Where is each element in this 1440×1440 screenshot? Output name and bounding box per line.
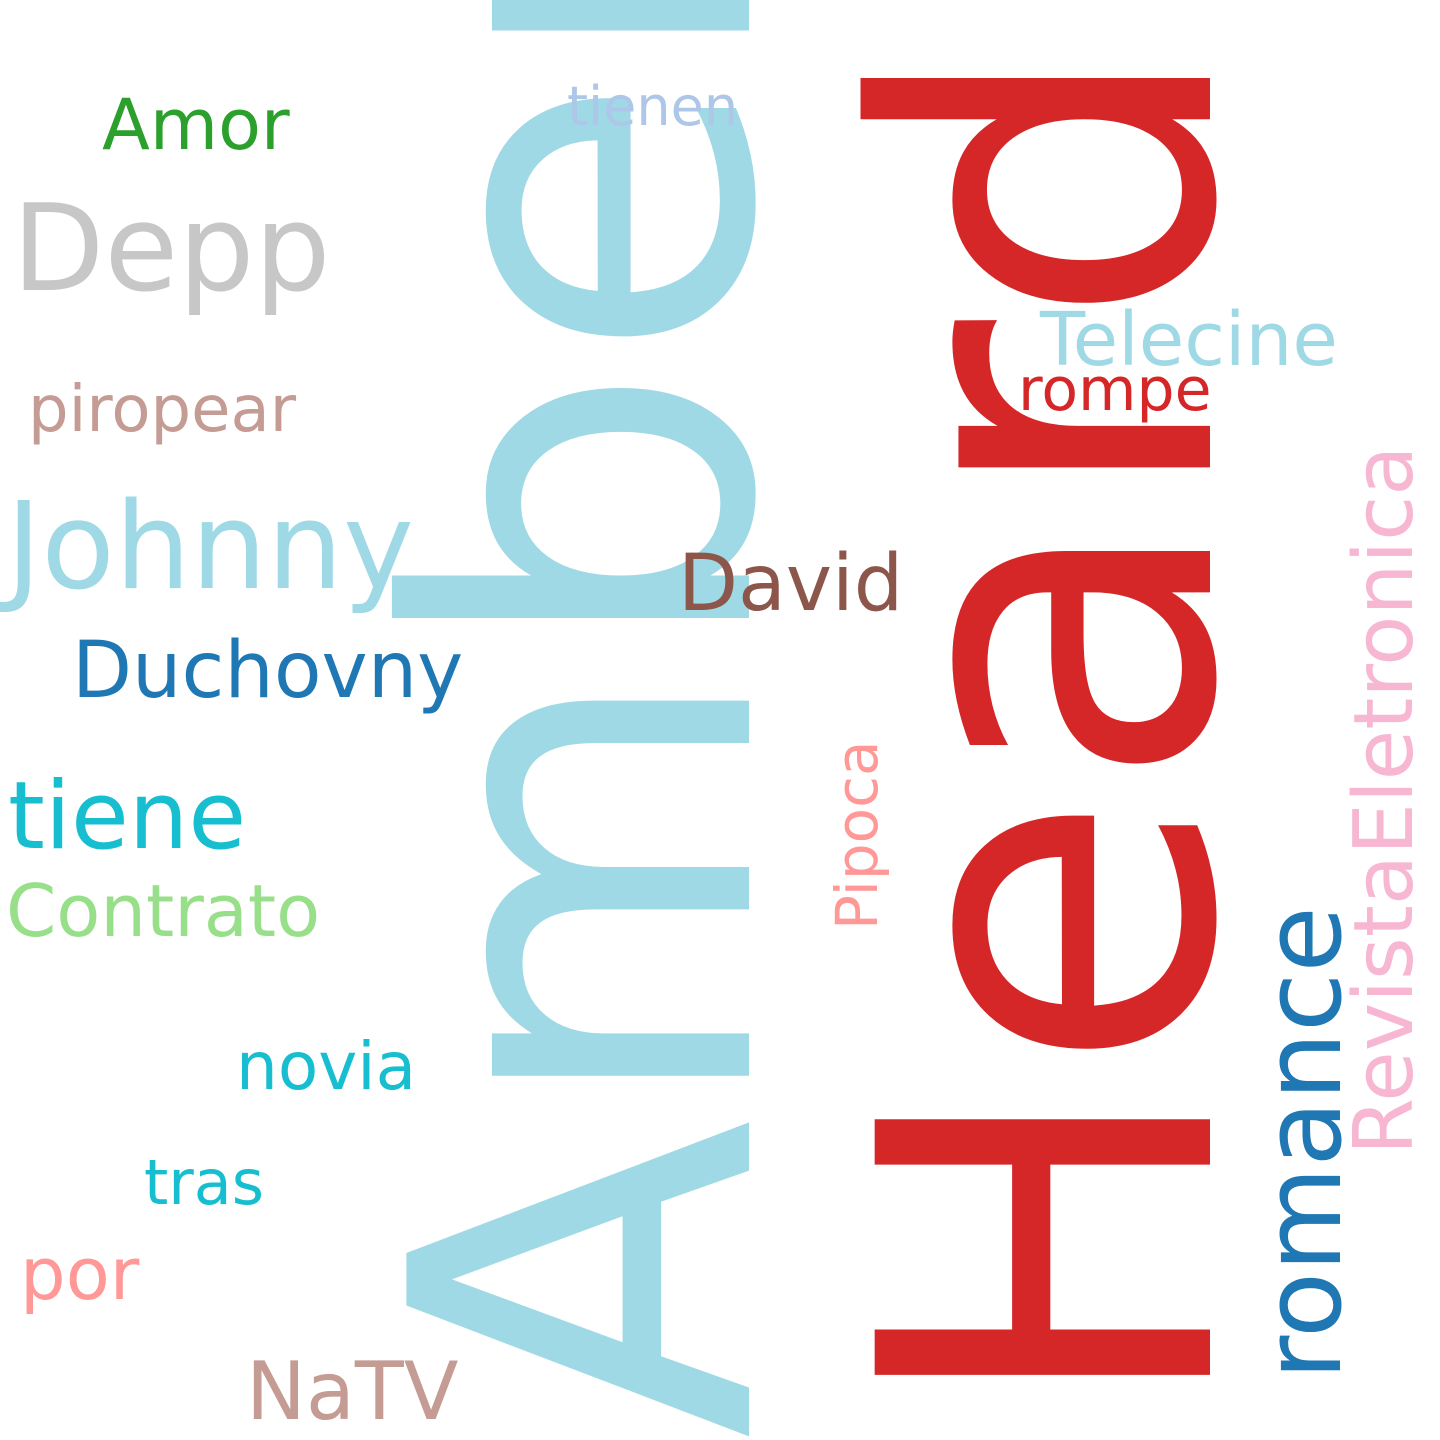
word-revistaeletronica: RevistaEletronica (1337, 445, 1432, 1155)
word-piropear: piropear (28, 373, 296, 447)
word-rompe: rompe (1018, 355, 1212, 425)
word-contrato: Contrato (6, 869, 321, 953)
word-telecine: Telecine (1040, 297, 1338, 383)
word-heard: Heard (784, 36, 1319, 1420)
word-novia: novia (236, 1028, 417, 1105)
word-depp: Depp (12, 180, 331, 319)
word-johnny: Johnny (6, 478, 414, 617)
word-david: David (678, 539, 904, 629)
word-tienen: tienen (567, 75, 739, 138)
word-tras: tras (144, 1146, 265, 1219)
word-tiene: tiene (8, 762, 247, 871)
word-natv: NaTV (246, 1345, 459, 1438)
word-por: por (20, 1232, 140, 1316)
word-pipoca: Pipoca (823, 740, 891, 930)
word-amor: Amor (102, 84, 290, 166)
word-amber: Amber (313, 0, 860, 1440)
word-duchovny: Duchovny (72, 626, 464, 716)
